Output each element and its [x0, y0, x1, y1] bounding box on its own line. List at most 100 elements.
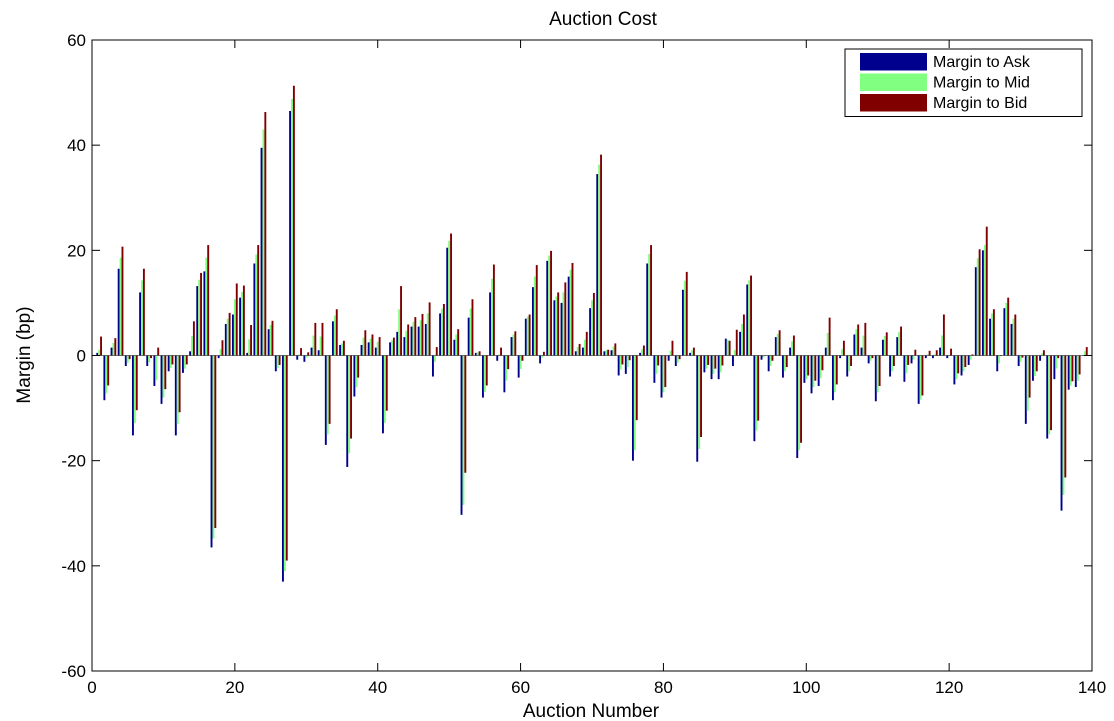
chart-title: Auction Cost	[549, 9, 657, 30]
bar-margin-to-mid-52	[462, 355, 465, 505]
bar-margin-to-bid-3	[114, 338, 117, 356]
bar-margin-to-mid-59	[512, 334, 515, 356]
bar-margin-to-mid-95	[769, 355, 772, 367]
bar-margin-to-mid-78	[648, 254, 651, 356]
bar-margin-to-bid-93	[757, 355, 760, 421]
x-tick-label: 140	[1078, 678, 1106, 697]
bar-margin-to-ask-22	[246, 352, 249, 356]
bar-margin-to-mid-66	[562, 292, 565, 356]
bar-margin-to-bid-8	[150, 355, 152, 359]
bar-margin-to-ask-33	[324, 355, 327, 445]
bar-margin-to-ask-74	[617, 355, 620, 376]
bar-margin-to-mid-57	[498, 354, 501, 356]
bar-margin-to-bid-74	[621, 355, 624, 365]
bar-margin-to-ask-104	[832, 355, 834, 401]
bar-margin-to-bid-32	[321, 322, 324, 356]
bar-margin-to-mid-135	[1055, 355, 1058, 369]
bar-margin-to-bid-133	[1042, 350, 1045, 356]
bar-margin-to-mid-17	[212, 355, 215, 539]
bar-margin-to-ask-120	[946, 355, 949, 359]
bar-margin-to-bid-29	[300, 348, 302, 356]
bar-margin-to-mid-5	[126, 355, 129, 363]
bar-margin-to-bid-41	[385, 355, 388, 411]
bar-margin-to-ask-42	[389, 342, 392, 356]
bar-margin-to-bid-96	[778, 330, 781, 356]
bar-margin-to-ask-79	[653, 355, 656, 383]
bar-margin-to-ask-109	[867, 355, 870, 364]
bar-margin-to-mid-34	[333, 315, 336, 356]
bar-margin-to-ask-20	[232, 314, 234, 356]
bar-margin-to-ask-118	[932, 355, 934, 359]
bar-margin-to-mid-43	[398, 309, 401, 356]
bar-margin-to-ask-71	[596, 174, 599, 356]
bar-margin-to-ask-105	[839, 355, 842, 359]
bar-margin-to-ask-29	[296, 355, 299, 360]
bar-margin-to-ask-112	[889, 355, 892, 377]
bar-margin-to-mid-139	[1083, 351, 1086, 356]
bar-margin-to-mid-113	[898, 331, 901, 356]
bar-margin-to-mid-37	[355, 355, 358, 388]
bar-margin-to-bid-16	[207, 245, 210, 356]
bar-margin-to-mid-44	[405, 330, 408, 356]
bar-margin-to-ask-67	[567, 276, 570, 356]
bar-margin-to-ask-10	[160, 355, 163, 404]
bar-margin-to-mid-112	[891, 355, 893, 372]
bar-margin-to-mid-31	[312, 335, 315, 356]
bar-margin-to-bid-69	[585, 331, 588, 356]
bar-margin-to-bid-124	[978, 249, 981, 356]
bar-margin-to-bid-64	[550, 250, 552, 356]
bar-margin-to-ask-98	[789, 347, 792, 356]
bar-margin-to-bid-42	[392, 337, 395, 356]
bar-margin-to-ask-44	[403, 337, 406, 356]
bar-margin-to-bid-22	[250, 325, 252, 356]
bar-margin-to-mid-56	[491, 278, 493, 356]
bar-margin-to-bid-34	[335, 309, 338, 356]
bar-margin-to-bid-137	[1071, 355, 1074, 382]
bar-margin-to-bid-109	[871, 355, 874, 359]
bar-margin-to-bid-18	[221, 340, 224, 356]
bar-margin-to-mid-13	[183, 355, 186, 369]
bar-margin-to-ask-26	[274, 355, 277, 372]
bar-margin-to-bid-61	[528, 314, 531, 356]
bar-margin-to-mid-110	[876, 355, 879, 393]
legend-swatch-margin-to-mid	[860, 73, 927, 91]
bar-margin-to-mid-133	[1041, 353, 1043, 356]
bar-margin-to-mid-74	[619, 355, 622, 370]
bar-margin-to-mid-20	[233, 299, 236, 356]
bar-margin-to-mid-11	[169, 355, 172, 369]
bar-margin-to-mid-30	[305, 355, 308, 358]
y-tick-label: 20	[67, 241, 86, 260]
bar-margin-to-ask-2	[103, 355, 106, 401]
bar-margin-to-mid-124	[976, 258, 979, 356]
bar-margin-to-ask-133	[1039, 355, 1042, 361]
bar-margin-to-mid-117	[926, 354, 929, 356]
y-tick-label: 60	[67, 31, 86, 50]
x-tick-label: 80	[654, 678, 673, 697]
bar-margin-to-bid-106	[850, 355, 852, 367]
y-tick-label: -20	[61, 452, 86, 471]
bar-margin-to-bid-31	[314, 322, 317, 356]
bar-margin-to-ask-55	[482, 355, 484, 398]
bar-margin-to-mid-81	[669, 350, 672, 356]
y-tick-label: 0	[77, 347, 86, 366]
bar-margin-to-ask-89	[724, 338, 727, 356]
bar-margin-to-mid-54	[476, 352, 479, 356]
bar-margin-to-mid-118	[933, 354, 936, 356]
bar-margin-to-mid-126	[991, 313, 993, 356]
bar-margin-to-ask-73	[610, 350, 613, 356]
bar-margin-to-mid-76	[633, 355, 636, 451]
bar-margin-to-ask-135	[1053, 355, 1056, 380]
bar-margin-to-mid-84	[691, 350, 693, 356]
bar-margin-to-ask-80	[660, 355, 663, 398]
bar-margin-to-mid-6	[133, 355, 136, 423]
plot-frame	[91, 39, 1093, 672]
bar-margin-to-mid-28	[291, 98, 293, 356]
bar-margin-to-bid-10	[164, 355, 167, 390]
bar-margin-to-ask-136	[1060, 355, 1063, 511]
bar-margin-to-ask-110	[874, 355, 877, 402]
bar-margin-to-ask-95	[767, 355, 770, 372]
bar-margin-to-mid-132	[1033, 355, 1036, 377]
bar-margin-to-mid-115	[912, 355, 915, 360]
bar-margin-to-bid-14	[192, 321, 195, 356]
bar-margin-to-mid-137	[1069, 355, 1072, 386]
